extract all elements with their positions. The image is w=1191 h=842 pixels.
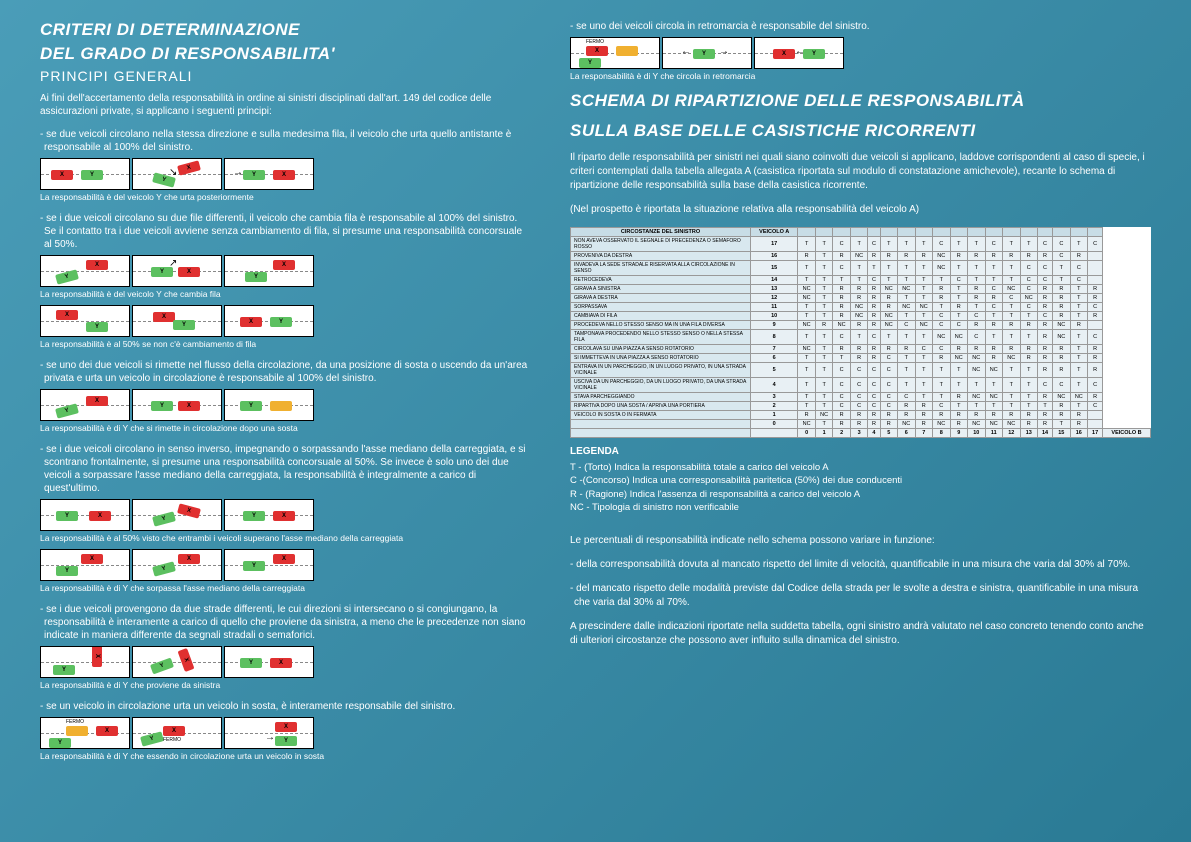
scenario-3-caption: La responsabilità è di Y che si rimette …	[40, 423, 530, 433]
page-title-1: CRITERI DI DETERMINAZIONE	[40, 20, 530, 40]
notes: Le percentuali di responsabilità indicat…	[570, 534, 1151, 648]
table-row: STAVA PARCHEGGIANDO3TTCCCCCTTRNCNCTTRNCN…	[571, 393, 1151, 402]
scenario-5-diagrams: YX YX YX	[40, 646, 530, 678]
legend: LEGENDA T - (Torto) Indica la responsabi…	[570, 446, 1151, 514]
scenario-6-diagrams: FERMOXY XFERMOY XY→	[40, 717, 530, 749]
scenario-1-caption: La responsabilità è del veicolo Y che ur…	[40, 192, 530, 202]
section2-para1: Il riparto delle responsabilità per sini…	[570, 151, 1151, 193]
scenario-6-caption: La responsabilità è di Y che essendo in …	[40, 751, 530, 761]
scenario-3: se uno dei due veicoli si rimette nel fl…	[40, 359, 530, 433]
table-row: CAMBIAVA DI FILA10TTRNCRNCTTCTCTTTCRTR	[571, 312, 1151, 321]
legend-item: C -(Concorso) Indica una corresponsabili…	[570, 474, 1151, 487]
scenario-3-text: se uno dei due veicoli si rimette nel fl…	[40, 359, 530, 385]
table-header-circ: CIRCOSTANZE DEL SINISTRO	[571, 228, 751, 237]
notes-closing: A prescindere dalle indicazioni riportat…	[570, 620, 1151, 648]
table-row: SI IMMETTEVA IN UNA PIAZZA A SENSO ROTAT…	[571, 354, 1151, 363]
table-row: GIRAVA A SINISTRA13NCTRRRNCNCTRTRCNCCRRT…	[571, 285, 1151, 294]
table-row: INVADEVA LA SEDE STRADALE RISERVATA ALLA…	[571, 261, 1151, 276]
notes-bullet-1: della corresponsabilità dovuta al mancat…	[570, 558, 1151, 572]
scenario-5-caption: La responsabilità è di Y che proviene da…	[40, 680, 530, 690]
table-row: NON AVEVA OSSERVATO IL SEGNALE DI PRECED…	[571, 237, 1151, 252]
scenario-1-diagrams: XY XY↘ XY→	[40, 158, 530, 190]
scenario-1: se due veicoli circolano nella stessa di…	[40, 128, 530, 202]
scenario-2: se i due veicoli circolano su due file d…	[40, 212, 530, 349]
table-footer: 01234567891011121314151617VEICOLO B	[571, 429, 1151, 438]
scenario-7-text: se uno dei veicoli circola in retromarci…	[570, 20, 1151, 33]
scenario-2-caption-b: La responsabilità è al 50% se non c'è ca…	[40, 339, 530, 349]
page-subtitle: PRINCIPI GENERALI	[40, 68, 530, 84]
table-row: PROCEDEVA NELLO STESSO SENSO MA IN UNA F…	[571, 321, 1151, 330]
page-title-2: DEL GRADO DI RESPONSABILITA'	[40, 44, 530, 64]
responsibility-table: CIRCOSTANZE DEL SINISTROVEICOLO ANON AVE…	[570, 227, 1151, 438]
scenario-4-caption-a: La responsabilità è al 50% visto che ent…	[40, 533, 530, 543]
scenario-4-diagrams-a: YX YX YX	[40, 499, 530, 531]
scenario-7: se uno dei veicoli circola in retromarci…	[570, 20, 1151, 81]
table-row: PROVENIVA DA DESTRA16RTRNCRRRRNCRRRRRRCR	[571, 252, 1151, 261]
intro-text: Ai fini dell'accertamento della responsa…	[40, 92, 530, 118]
scenario-2-diagrams-a: XY XY↗ XY	[40, 255, 530, 287]
legend-item: T - (Torto) Indica la responsabilità tot…	[570, 461, 1151, 474]
section2-para2: (Nel prospetto è riportata la situazione…	[570, 203, 1151, 217]
notes-intro: Le percentuali di responsabilità indicat…	[570, 534, 1151, 548]
table-header-veh: VEICOLO A	[751, 228, 798, 237]
table-row: ENTRAVA IN UN PARCHEGGIO, IN UN LUOGO PR…	[571, 363, 1151, 378]
legend-item: R - (Ragione) Indica l'assenza di respon…	[570, 488, 1151, 501]
scenario-6-text: se un veicolo in circolazione urta un ve…	[40, 700, 530, 713]
scenario-4-text: se i due veicoli circolano in senso inve…	[40, 443, 530, 495]
scenario-2-caption-a: La responsabilità è del veicolo Y che ca…	[40, 289, 530, 299]
table-row: SORPASSAVA11TTRNCRRNCNCTRTCTCRRTC	[571, 303, 1151, 312]
table-row: RIPARTIVA DOPO UNA SOSTA / APRIVA UNA PO…	[571, 402, 1151, 411]
table-row: GIRAVA A DESTRA12NCTRRRRTTRTRRCNCRRTR	[571, 294, 1151, 303]
scenario-6: se un veicolo in circolazione urta un ve…	[40, 700, 530, 761]
scenario-4: se i due veicoli circolano in senso inve…	[40, 443, 530, 593]
table-row: TAMPONAVA PROCEDENDO NELLO STESSO SENSO …	[571, 330, 1151, 345]
notes-bullet-2: del mancato rispetto delle modalità prev…	[570, 582, 1151, 610]
table-row: 0NCTRRRRNCRNCRNCNCNCRRTR	[571, 420, 1151, 429]
section2-title-1: SCHEMA DI RIPARTIZIONE DELLE RESPONSABIL…	[570, 91, 1151, 111]
scenario-3-diagrams: YX YX Y	[40, 389, 530, 421]
scenario-4-diagrams-b: YX YX YX	[40, 549, 530, 581]
table-row: RETROCEDEVA14TTTTCTTTTCTTTCCTC	[571, 276, 1151, 285]
scenario-7-caption: La responsabilità è di Y che circola in …	[570, 71, 1151, 81]
table-row: CIRCOLAVA SU UNA PIAZZA A SENSO ROTATORI…	[571, 345, 1151, 354]
table-row: VEICOLO IN SOSTA O IN FERMATA1RNCRRRRRRR…	[571, 411, 1151, 420]
legend-item: NC - Tipologia di sinistro non verificab…	[570, 501, 1151, 514]
scenario-1-text: se due veicoli circolano nella stessa di…	[40, 128, 530, 154]
legend-title: LEGENDA	[570, 446, 1151, 457]
scenario-5-text: se i due veicoli provengono da due strad…	[40, 603, 530, 642]
scenario-5: se i due veicoli provengono da due strad…	[40, 603, 530, 690]
scenario-2-text: se i due veicoli circolano su due file d…	[40, 212, 530, 251]
section2-title-2: SULLA BASE DELLE CASISTICHE RICORRENTI	[570, 121, 1151, 141]
table-row: USCIVA DA UN PARCHEGGIO, DA UN LUOGO PRI…	[571, 378, 1151, 393]
scenario-7-diagrams: FERMOXY Y←→ XY←	[570, 37, 1151, 69]
scenario-2-diagrams-b: XY XY XY	[40, 305, 530, 337]
scenario-4-caption-b: La responsabilità è di Y che sorpassa l'…	[40, 583, 530, 593]
